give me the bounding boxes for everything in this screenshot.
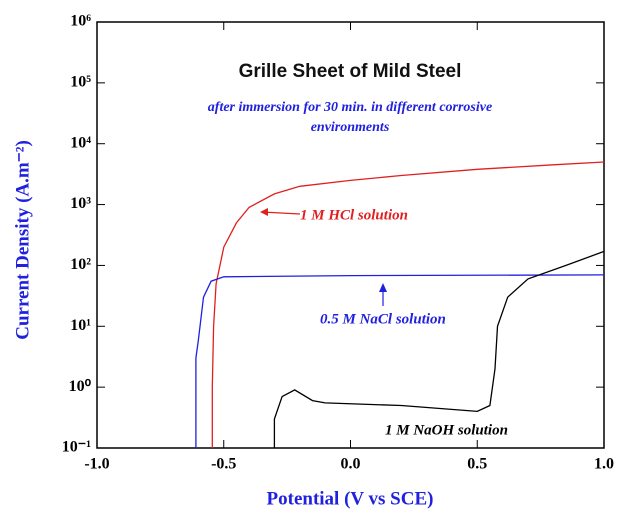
series-line [211,161,605,448]
y-tick-label: 10¹ [70,317,91,334]
subtitle: after immersion for 30 min. in different… [208,100,492,115]
y-tick-label: 10⁻¹ [62,439,91,456]
series-label: 0.5 M NaCl solution [320,311,446,327]
y-tick-label: 10⁵ [70,74,91,91]
y-tick-label: 10⁰ [69,378,92,395]
x-tick-label: 0.5 [467,456,487,473]
series-label: 1 M NaOH solution [385,422,508,438]
y-tick-label: 10³ [70,195,91,212]
plot-frame [96,21,605,449]
x-axis-label: Potential (V vs SCE) [267,488,434,509]
x-tick-label: 0.0 [341,456,361,473]
y-axis-label: Current Density (A.m⁻²) [12,140,33,340]
chart-title: Grille Sheet of Mild Steel [239,61,462,82]
x-tick-label: 1.0 [594,456,614,473]
series-line [195,274,605,448]
arrowhead [379,283,387,292]
y-tick-label: 10⁶ [70,13,91,30]
x-tick-label: -1.0 [84,456,109,473]
arrow [261,211,301,215]
series-line [273,250,605,448]
x-tick-label: -0.5 [211,456,236,473]
arrowhead [260,208,268,216]
y-tick-label: 10⁴ [70,134,91,151]
subtitle: environments [311,120,390,135]
y-tick-label: 10² [70,256,91,273]
series-label: 1 M HCl solution [300,207,408,223]
